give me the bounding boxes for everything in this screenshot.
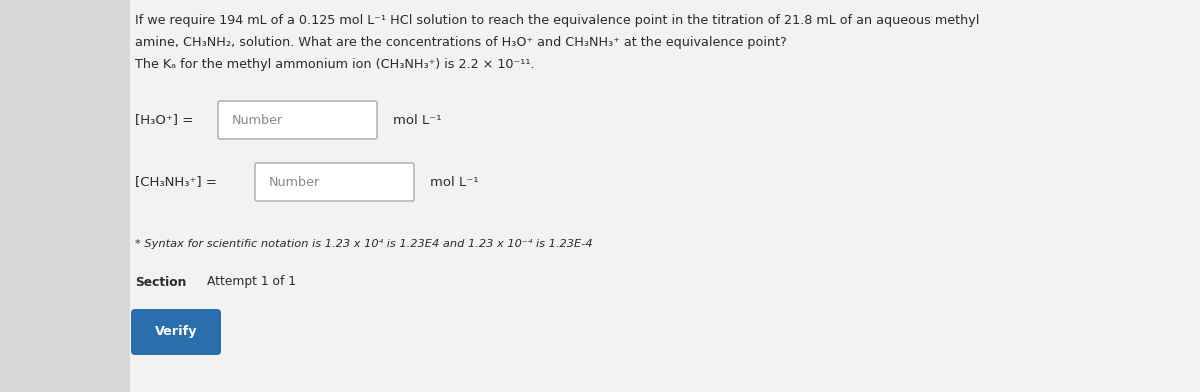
Text: * Syntax for scientific notation is 1.23 x 10⁴ is 1.23E4 and 1.23 x 10⁻⁴ is 1.23: * Syntax for scientific notation is 1.23… bbox=[134, 239, 593, 249]
Text: [H₃O⁺] =: [H₃O⁺] = bbox=[134, 114, 193, 127]
FancyBboxPatch shape bbox=[131, 309, 221, 355]
Text: The Kₐ for the methyl ammonium ion (CH₃NH₃⁺) is 2.2 × 10⁻¹¹.: The Kₐ for the methyl ammonium ion (CH₃N… bbox=[134, 58, 535, 71]
Text: Attempt 1 of 1: Attempt 1 of 1 bbox=[208, 276, 296, 289]
Text: mol L⁻¹: mol L⁻¹ bbox=[394, 114, 442, 127]
Text: Section: Section bbox=[134, 276, 186, 289]
Text: If we require 194 mL of a 0.125 mol L⁻¹ HCl solution to reach the equivalence po: If we require 194 mL of a 0.125 mol L⁻¹ … bbox=[134, 14, 979, 27]
Text: [CH₃NH₃⁺] =: [CH₃NH₃⁺] = bbox=[134, 176, 217, 189]
FancyBboxPatch shape bbox=[256, 163, 414, 201]
Text: Number: Number bbox=[269, 176, 320, 189]
Text: Verify: Verify bbox=[155, 325, 197, 339]
Text: Number: Number bbox=[232, 114, 283, 127]
Text: mol L⁻¹: mol L⁻¹ bbox=[430, 176, 479, 189]
FancyBboxPatch shape bbox=[130, 0, 1200, 392]
FancyBboxPatch shape bbox=[218, 101, 377, 139]
Text: amine, CH₃NH₂, solution. What are the concentrations of H₃O⁺ and CH₃NH₃⁺ at the : amine, CH₃NH₂, solution. What are the co… bbox=[134, 36, 787, 49]
